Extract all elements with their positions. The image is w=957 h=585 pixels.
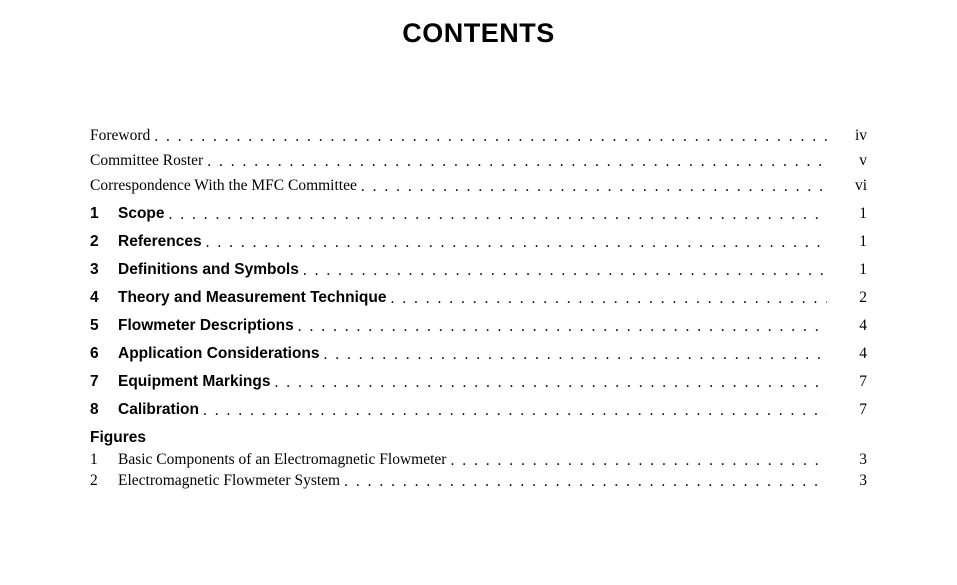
toc-front-row: Foreword . . . . . . . . . . . . . . . .… (90, 127, 867, 145)
toc-section-row: 7 Equipment Markings . . . . . . . . . .… (90, 373, 867, 391)
toc-section-number: 1 (90, 205, 118, 223)
toc-leader: . . . . . . . . . . . . . . . . . . . . … (203, 153, 827, 171)
figures-heading: Figures (90, 429, 867, 447)
toc-section-number: 8 (90, 401, 118, 419)
toc-page: 7 (827, 401, 867, 419)
toc-figure-row: 1 Basic Components of an Electromagnetic… (90, 451, 867, 469)
toc-page: 4 (827, 317, 867, 335)
toc-label: Correspondence With the MFC Committee (90, 177, 357, 195)
toc-label: Electromagnetic Flowmeter System (118, 472, 340, 490)
toc-page: 3 (827, 451, 867, 469)
toc-section-row: 1 Scope . . . . . . . . . . . . . . . . … (90, 205, 867, 223)
toc-section-row: 2 References . . . . . . . . . . . . . .… (90, 233, 867, 251)
toc-leader: . . . . . . . . . . . . . . . . . . . . … (202, 234, 827, 252)
toc-leader: . . . . . . . . . . . . . . . . . . . . … (199, 402, 827, 420)
toc-label: Equipment Markings (118, 373, 270, 391)
toc-page: 1 (827, 261, 867, 279)
toc-label: Scope (118, 205, 165, 223)
toc-section-number: 3 (90, 261, 118, 279)
toc-label: References (118, 233, 202, 251)
toc-label: Definitions and Symbols (118, 261, 299, 279)
toc-section-row: 8 Calibration . . . . . . . . . . . . . … (90, 401, 867, 419)
toc-leader: . . . . . . . . . . . . . . . . . . . . … (150, 128, 827, 146)
toc-section-row: 6 Application Considerations . . . . . .… (90, 345, 867, 363)
toc-leader: . . . . . . . . . . . . . . . . . . . . … (165, 206, 827, 224)
toc-section-number: 6 (90, 345, 118, 363)
toc-leader: . . . . . . . . . . . . . . . . . . . . … (386, 290, 827, 308)
toc-figure-row: 2 Electromagnetic Flowmeter System . . .… (90, 472, 867, 490)
toc-figure-number: 1 (90, 451, 118, 469)
toc-page: 7 (827, 373, 867, 391)
toc-section-number: 7 (90, 373, 118, 391)
toc-section-number: 4 (90, 289, 118, 307)
toc-label: Calibration (118, 401, 199, 419)
toc-page: v (827, 152, 867, 170)
table-of-contents: Foreword . . . . . . . . . . . . . . . .… (90, 127, 867, 490)
toc-label: Application Considerations (118, 345, 320, 363)
toc-front-row: Correspondence With the MFC Committee . … (90, 177, 867, 195)
toc-label: Theory and Measurement Technique (118, 289, 386, 307)
toc-page: 1 (827, 205, 867, 223)
toc-page: 4 (827, 345, 867, 363)
toc-leader: . . . . . . . . . . . . . . . . . . . . … (446, 452, 827, 470)
toc-section-row: 5 Flowmeter Descriptions . . . . . . . .… (90, 317, 867, 335)
toc-page: 1 (827, 233, 867, 251)
toc-label: Committee Roster (90, 152, 203, 170)
toc-section-number: 2 (90, 233, 118, 251)
toc-label: Foreword (90, 127, 150, 145)
toc-section-row: 4 Theory and Measurement Technique . . .… (90, 289, 867, 307)
toc-leader: . . . . . . . . . . . . . . . . . . . . … (340, 473, 827, 491)
toc-leader: . . . . . . . . . . . . . . . . . . . . … (270, 374, 827, 392)
toc-leader: . . . . . . . . . . . . . . . . . . . . … (357, 178, 827, 196)
toc-section-row: 3 Definitions and Symbols . . . . . . . … (90, 261, 867, 279)
page-title: CONTENTS (90, 18, 867, 49)
toc-leader: . . . . . . . . . . . . . . . . . . . . … (299, 262, 827, 280)
toc-label: Basic Components of an Electromagnetic F… (118, 451, 446, 469)
toc-page: vi (827, 177, 867, 195)
toc-page: 2 (827, 289, 867, 307)
toc-figure-number: 2 (90, 472, 118, 490)
toc-label: Flowmeter Descriptions (118, 317, 294, 335)
document-page: CONTENTS Foreword . . . . . . . . . . . … (0, 0, 957, 490)
toc-page: 3 (827, 472, 867, 490)
toc-front-row: Committee Roster . . . . . . . . . . . .… (90, 152, 867, 170)
toc-leader: . . . . . . . . . . . . . . . . . . . . … (320, 346, 827, 364)
toc-section-number: 5 (90, 317, 118, 335)
toc-page: iv (827, 127, 867, 145)
toc-leader: . . . . . . . . . . . . . . . . . . . . … (294, 318, 827, 336)
